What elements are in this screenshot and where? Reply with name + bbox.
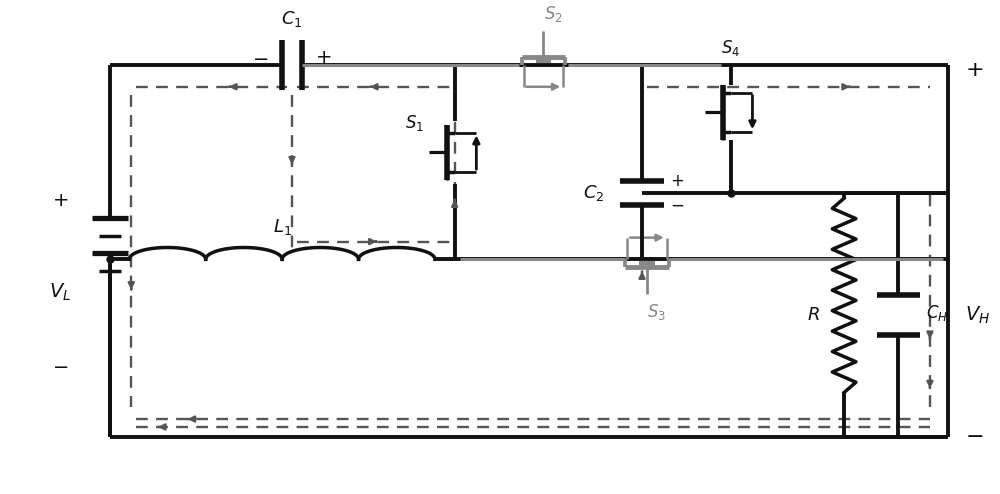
Text: $+$: $+$ (670, 172, 684, 190)
Text: $V_H$: $V_H$ (965, 304, 991, 326)
Text: $C_2$: $C_2$ (583, 183, 605, 203)
Text: $S_2$: $S_2$ (544, 3, 563, 24)
Text: $-$: $-$ (965, 425, 984, 445)
Text: $R$: $R$ (807, 306, 819, 324)
Text: $S_1$: $S_1$ (405, 113, 424, 133)
Text: $L_1$: $L_1$ (273, 217, 292, 237)
Text: $-$: $-$ (52, 356, 68, 375)
Text: $C_H$: $C_H$ (926, 303, 948, 323)
Text: $S_4$: $S_4$ (721, 38, 740, 58)
Text: $+$: $+$ (965, 60, 984, 80)
Text: $V_L$: $V_L$ (49, 281, 71, 302)
Text: $+$: $+$ (52, 191, 68, 209)
Text: $S_3$: $S_3$ (647, 302, 666, 322)
Text: $-$: $-$ (252, 48, 269, 67)
Text: $+$: $+$ (315, 48, 332, 67)
Text: $C_1$: $C_1$ (281, 8, 303, 29)
Text: $-$: $-$ (670, 196, 684, 214)
